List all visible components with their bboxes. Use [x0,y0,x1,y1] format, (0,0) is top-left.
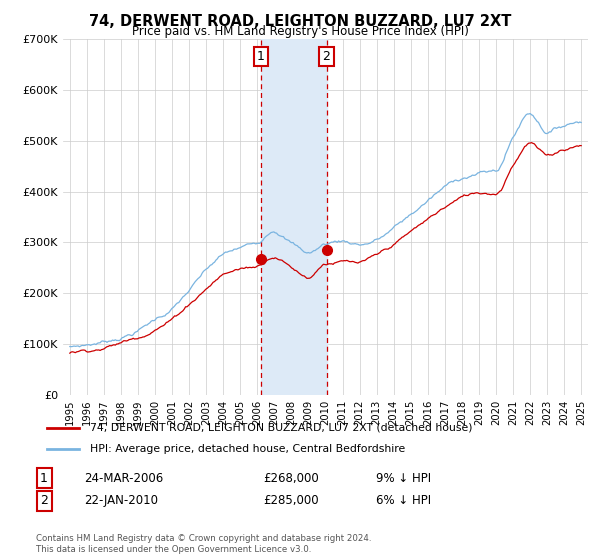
Bar [261,39,326,395]
Text: Contains HM Land Registry data © Crown copyright and database right 2024.: Contains HM Land Registry data © Crown c… [36,534,371,543]
Text: 74, DERWENT ROAD, LEIGHTON BUZZARD, LU7 2XT: 74, DERWENT ROAD, LEIGHTON BUZZARD, LU7 … [89,14,511,29]
Text: 24-MAR-2006: 24-MAR-2006 [85,472,164,485]
Text: 2: 2 [323,50,331,63]
Text: This data is licensed under the Open Government Licence v3.0.: This data is licensed under the Open Gov… [36,545,311,554]
Text: 6% ↓ HPI: 6% ↓ HPI [376,494,431,507]
Text: 1: 1 [40,472,48,485]
Text: 1: 1 [257,50,265,63]
Text: HPI: Average price, detached house, Central Bedfordshire: HPI: Average price, detached house, Cent… [90,444,405,454]
Text: 22-JAN-2010: 22-JAN-2010 [85,494,158,507]
Text: £285,000: £285,000 [263,494,319,507]
Text: 9% ↓ HPI: 9% ↓ HPI [376,472,431,485]
Text: Price paid vs. HM Land Registry's House Price Index (HPI): Price paid vs. HM Land Registry's House … [131,25,469,38]
Text: 2: 2 [40,494,48,507]
Text: £268,000: £268,000 [263,472,319,485]
Text: 74, DERWENT ROAD, LEIGHTON BUZZARD, LU7 2XT (detached house): 74, DERWENT ROAD, LEIGHTON BUZZARD, LU7 … [90,423,473,433]
